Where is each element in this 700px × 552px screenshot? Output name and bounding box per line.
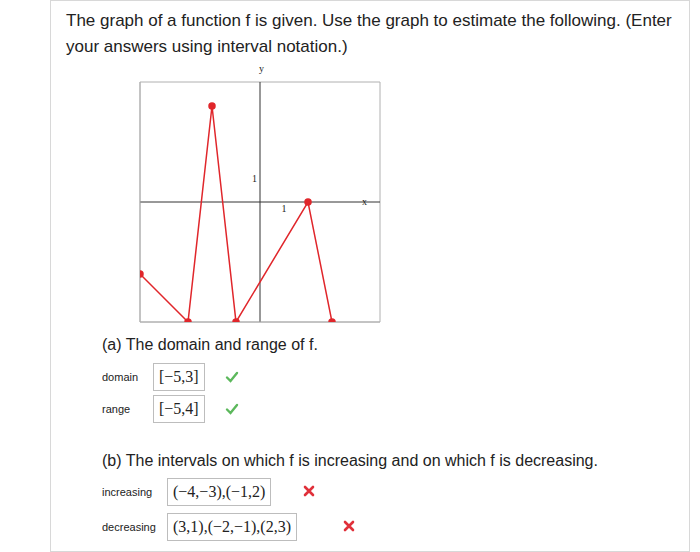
html-text:[−5,3]: [−5,3] <box>159 368 199 385</box>
html-text:range: range <box>102 403 131 415</box>
html-text:(−4,−3),(−1,2): (−4,−3),(−1,2) <box>173 483 266 500</box>
html-text:[−5,4]: [−5,4] <box>159 400 199 417</box>
html-text:y: y <box>259 63 264 74</box>
html-text:x: x <box>362 196 367 207</box>
html-text:(a) The domain and range of f.: (a) The domain and range of f. <box>102 336 318 353</box>
html-text:(b) The intervals on which f i: (b) The intervals on which f is increasi… <box>102 452 598 469</box>
html-text:increasing: increasing <box>102 486 153 498</box>
html-text:domain: domain <box>102 371 139 383</box>
html-text:(3,1),(−2,−1),(2,3): (3,1),(−2,−1),(2,3) <box>173 518 291 535</box>
svg-text:1: 1 <box>252 173 257 184</box>
html-text:The graph of a function f is g: The graph of a function f is given. Use … <box>66 11 672 56</box>
html-text:decreasing: decreasing <box>102 521 156 533</box>
svg-text:1: 1 <box>282 203 287 214</box>
